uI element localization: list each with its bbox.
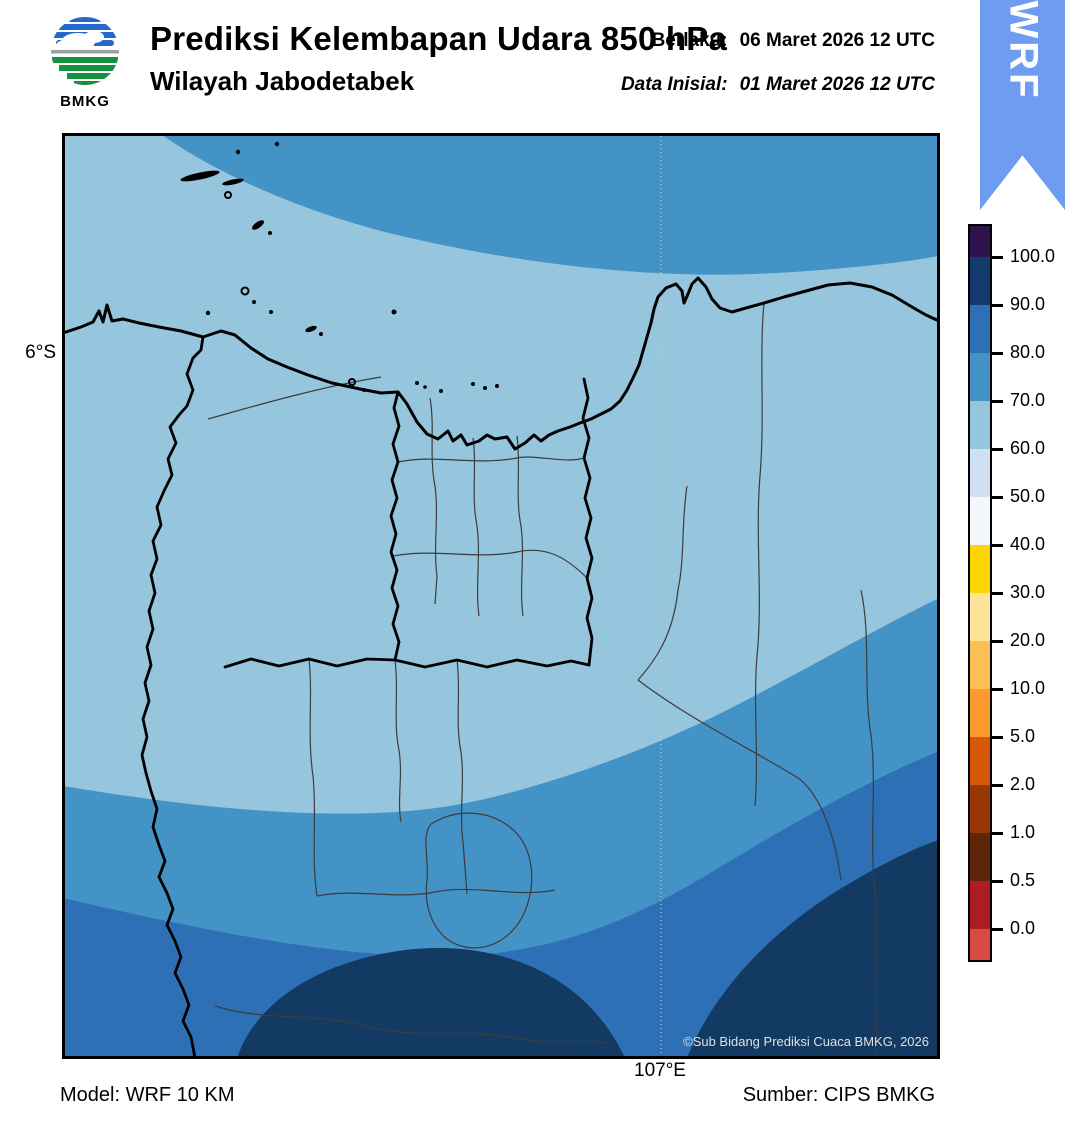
- logo-horizon-stripe: [51, 50, 119, 54]
- coastline: [65, 276, 937, 451]
- colorbar-tick: [992, 495, 1003, 499]
- colorbar-tick-label: 10.0: [1010, 678, 1046, 698]
- colorbar-tick-label: 60.0: [1010, 438, 1046, 458]
- wrf-ribbon-label: WRF: [1001, 0, 1045, 101]
- colorbar-segment: [970, 929, 990, 960]
- colorbar-segment: [970, 737, 990, 785]
- colorbar-segment: [970, 545, 990, 593]
- graticule: [65, 136, 937, 1056]
- logo-cloud-stripes: [52, 17, 118, 52]
- colorbar-segment: [970, 353, 990, 401]
- model-label: Model: WRF 10 KM: [60, 1084, 235, 1106]
- bmkg-logo: BMKG: [51, 17, 119, 110]
- init-time-label: Data Inisial:: [620, 74, 728, 95]
- colorbar-tick: [992, 639, 1003, 643]
- colorbar-segment: [970, 785, 990, 833]
- band-90-100-right: [687, 840, 937, 1056]
- valid-time-line: Berlaku: 06 Maret 2026 12 UTC: [652, 30, 935, 52]
- colorbar-tick-label: 0.0: [1010, 918, 1036, 938]
- colorbar-tick: [992, 879, 1003, 883]
- colorbar-segment: [970, 257, 990, 305]
- longitude-label: 107°E: [634, 1060, 686, 1081]
- colorbar-segment: [970, 881, 990, 929]
- colorbar-tick-label: 5.0: [1010, 726, 1036, 746]
- wrf-ribbon: WRF: [980, 0, 1065, 210]
- colorbar-segment: [970, 449, 990, 497]
- province-boundaries: [140, 335, 594, 1056]
- colorbar-segment: [970, 497, 990, 545]
- colorbar-tick-label: 40.0: [1010, 534, 1046, 554]
- humidity-contour-map: ©Sub Bidang Prediksi Cuaca BMKG, 2026: [65, 136, 937, 1056]
- colorbar-tick: [992, 351, 1003, 355]
- colorbar-tick: [992, 303, 1003, 307]
- band-90-100-left: [237, 947, 624, 1056]
- colorbar-tick-label: 70.0: [1010, 390, 1046, 410]
- colorbar-segment: [970, 689, 990, 737]
- valid-time-label: Berlaku:: [651, 30, 728, 51]
- logo-terrace-stripes: [52, 57, 118, 85]
- colorbar-tick: [992, 735, 1003, 739]
- colorbar-tick-label: 80.0: [1010, 342, 1046, 362]
- colorbar-tick: [992, 543, 1003, 547]
- latitude-label: 6°S: [25, 342, 56, 363]
- colorbar-tick: [992, 399, 1003, 403]
- colorbar-tick: [992, 831, 1003, 835]
- colorbar-tick-label: 2.0: [1010, 774, 1036, 794]
- band-70-80-north: [163, 136, 937, 275]
- colorbar-segment: [970, 401, 990, 449]
- colorbar-tick-label: 100.0: [1010, 246, 1056, 266]
- colorbar-tick-label: 0.5: [1010, 870, 1036, 890]
- islands: [180, 141, 499, 393]
- colorbar-tick-label: 90.0: [1010, 294, 1046, 314]
- colorbar-tick: [992, 255, 1003, 259]
- colorbar-tick-label: 50.0: [1010, 486, 1046, 506]
- colorbar-tick-label: 20.0: [1010, 630, 1046, 650]
- map-frame: ©Sub Bidang Prediksi Cuaca BMKG, 2026: [62, 133, 940, 1059]
- colorbar-segment: [970, 641, 990, 689]
- init-time-line: Data Inisial: 01 Maret 2026 12 UTC: [621, 74, 935, 96]
- page-title: Prediksi Kelembapan Udara 850 hPa: [150, 20, 728, 57]
- colorbar-tick: [992, 783, 1003, 787]
- colorbar-tick: [992, 687, 1003, 691]
- colorbar-tick-label: 30.0: [1010, 582, 1046, 602]
- colorbar: [968, 224, 992, 962]
- page-subtitle: Wilayah Jabodetabek: [150, 66, 415, 96]
- valid-time-value: 06 Maret 2026 12 UTC: [739, 30, 935, 51]
- map-copyright: ©Sub Bidang Prediksi Cuaca BMKG, 2026: [683, 1034, 929, 1049]
- source-label: Sumber: CIPS BMKG: [742, 1084, 935, 1106]
- colorbar-tick: [992, 447, 1003, 451]
- logo-text: BMKG: [60, 93, 110, 110]
- colorbar-tick: [992, 591, 1003, 595]
- colorbar-tick-label: 1.0: [1010, 822, 1036, 842]
- district-boundaries: [207, 302, 878, 1056]
- colorbar-segment: [970, 593, 990, 641]
- band-80-90: [65, 751, 937, 1056]
- colorbar-tick: [992, 927, 1003, 931]
- colorbar-segment: [970, 226, 990, 257]
- colorbar-segment: [970, 305, 990, 353]
- init-time-value: 01 Maret 2026 12 UTC: [739, 74, 935, 95]
- colorbar-segment: [970, 833, 990, 881]
